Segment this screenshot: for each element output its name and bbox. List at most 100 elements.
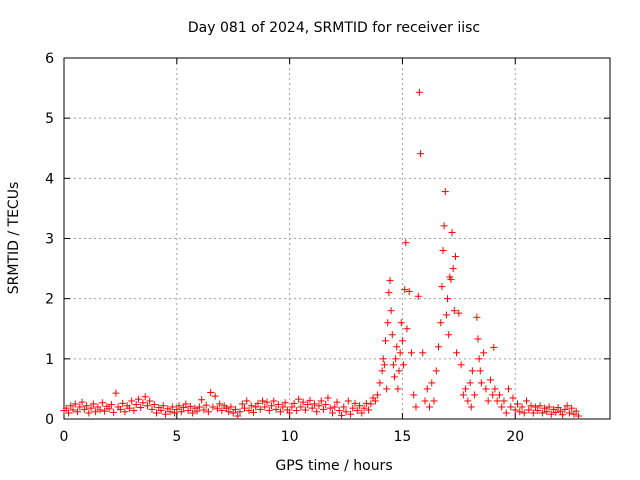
data-point bbox=[83, 402, 91, 410]
data-point bbox=[486, 376, 494, 384]
data-point bbox=[193, 407, 201, 415]
data-point bbox=[382, 337, 390, 345]
data-point bbox=[347, 410, 355, 418]
chart-title: Day 081 of 2024, SRMTID for receiver iis… bbox=[188, 20, 480, 36]
data-point bbox=[286, 409, 294, 417]
data-point bbox=[62, 404, 70, 412]
data-point bbox=[319, 405, 327, 413]
data-point bbox=[184, 407, 192, 415]
data-point bbox=[568, 404, 576, 412]
data-point bbox=[428, 379, 436, 387]
data-point bbox=[410, 391, 418, 399]
data-point bbox=[290, 399, 298, 407]
y-axis-label: SRMTID / TECUs bbox=[6, 182, 22, 295]
data-point bbox=[379, 355, 387, 363]
data-point bbox=[393, 343, 401, 351]
data-point bbox=[561, 405, 569, 413]
data-point bbox=[447, 275, 455, 283]
data-point bbox=[252, 403, 260, 411]
data-point bbox=[490, 343, 498, 351]
data-point bbox=[438, 283, 446, 291]
data-point bbox=[360, 404, 368, 412]
data-point bbox=[270, 397, 278, 405]
data-point bbox=[101, 407, 109, 415]
data-point bbox=[450, 307, 458, 315]
data-point bbox=[263, 398, 271, 406]
x-tick-label: 15 bbox=[394, 429, 412, 445]
data-point bbox=[554, 404, 562, 412]
data-point bbox=[236, 408, 244, 416]
data-point bbox=[211, 392, 219, 400]
data-point bbox=[87, 404, 95, 412]
data-point bbox=[107, 401, 115, 409]
data-point bbox=[451, 253, 459, 261]
data-point bbox=[234, 412, 242, 420]
data-point bbox=[353, 407, 361, 415]
tick-labels: 0 5 10 15 20 0 1 2 3 4 5 6 bbox=[45, 51, 524, 445]
data-point bbox=[400, 361, 408, 369]
data-point bbox=[112, 389, 120, 397]
data-point bbox=[419, 349, 427, 357]
data-point bbox=[502, 409, 510, 417]
data-point bbox=[358, 409, 366, 417]
data-point bbox=[292, 407, 300, 415]
y-tick-label: 5 bbox=[45, 111, 54, 127]
data-point bbox=[509, 394, 517, 402]
data-point bbox=[475, 355, 483, 363]
data-point bbox=[440, 222, 448, 230]
data-point bbox=[198, 396, 206, 404]
data-point bbox=[441, 188, 449, 196]
data-point bbox=[74, 408, 82, 416]
data-point bbox=[132, 401, 140, 409]
data-point bbox=[405, 287, 413, 295]
data-point bbox=[261, 403, 269, 411]
data-point bbox=[342, 408, 350, 416]
data-point bbox=[351, 399, 359, 407]
data-point bbox=[200, 406, 208, 414]
data-point bbox=[448, 228, 456, 236]
data-point bbox=[268, 402, 276, 410]
data-point bbox=[402, 239, 410, 247]
data-point bbox=[415, 88, 423, 96]
data-point bbox=[473, 313, 481, 321]
data-point bbox=[442, 311, 450, 319]
data-point bbox=[435, 343, 443, 351]
data-point bbox=[313, 408, 321, 416]
data-point bbox=[173, 405, 181, 413]
data-point bbox=[143, 402, 151, 410]
data-point bbox=[398, 337, 406, 345]
data-points bbox=[60, 88, 582, 420]
y-tick-label: 6 bbox=[45, 51, 54, 67]
data-point bbox=[159, 402, 167, 410]
y-tick-label: 4 bbox=[45, 171, 54, 187]
data-point bbox=[395, 367, 403, 375]
data-point bbox=[229, 409, 237, 417]
data-point bbox=[274, 401, 282, 409]
data-point bbox=[432, 367, 440, 375]
data-point bbox=[384, 319, 392, 327]
data-point bbox=[511, 406, 519, 414]
data-point bbox=[218, 407, 226, 415]
data-point bbox=[462, 385, 470, 393]
data-point bbox=[182, 400, 190, 408]
data-point bbox=[520, 409, 528, 417]
data-point bbox=[121, 408, 129, 416]
data-point bbox=[500, 397, 508, 405]
data-point bbox=[565, 409, 573, 417]
data-point bbox=[389, 361, 397, 369]
x-tick-label: 0 bbox=[60, 429, 69, 445]
y-tick-label: 0 bbox=[45, 412, 54, 428]
y-tick-label: 2 bbox=[45, 292, 54, 308]
data-point bbox=[306, 396, 314, 404]
data-point bbox=[116, 405, 124, 413]
data-point bbox=[153, 409, 161, 417]
data-point bbox=[315, 402, 323, 410]
data-point bbox=[529, 409, 537, 417]
data-point bbox=[482, 385, 490, 393]
data-point bbox=[556, 407, 564, 415]
x-tick-label: 20 bbox=[506, 429, 524, 445]
data-point bbox=[385, 289, 393, 297]
data-point bbox=[297, 403, 305, 411]
data-point bbox=[403, 325, 411, 333]
data-point bbox=[326, 404, 334, 412]
